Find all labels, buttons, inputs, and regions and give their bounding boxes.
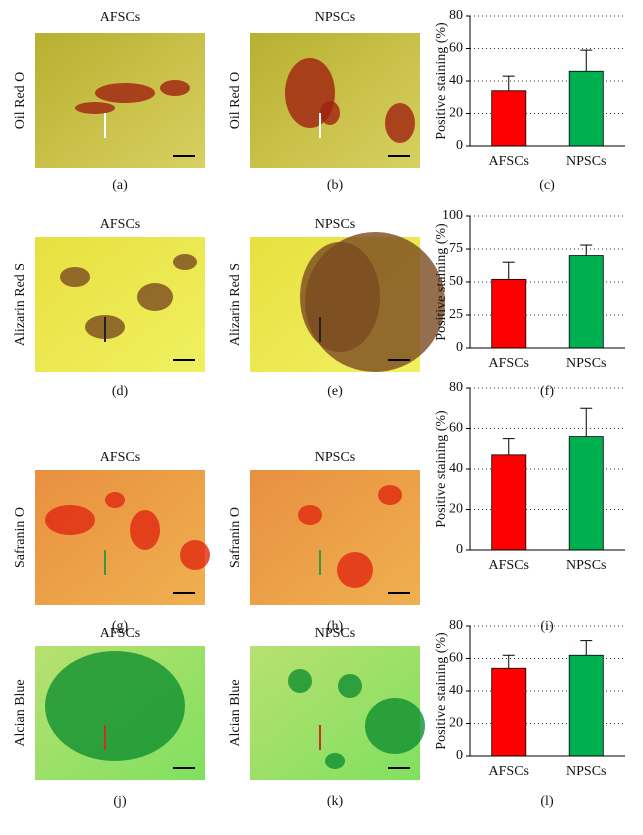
stain-blob bbox=[337, 552, 373, 588]
image-title: NPSCs bbox=[315, 10, 355, 25]
x-tick-label: AFSCs bbox=[489, 356, 529, 371]
y-tick-label: 0 bbox=[456, 748, 463, 763]
stain-label: Oil Red O bbox=[228, 72, 243, 130]
stain-blob bbox=[75, 102, 115, 114]
image-title: NPSCs bbox=[315, 217, 355, 232]
panel-label: (b) bbox=[327, 178, 344, 193]
stain-blob bbox=[45, 505, 95, 535]
stain-blob bbox=[60, 267, 90, 287]
y-tick-label: 100 bbox=[442, 208, 463, 223]
bar bbox=[568, 436, 604, 551]
stain-label: Alizarin Red S bbox=[13, 263, 28, 346]
stain-blob bbox=[378, 485, 402, 505]
panel-label: (k) bbox=[327, 794, 344, 809]
panel-label: (g) bbox=[112, 619, 129, 634]
stain-blob bbox=[365, 698, 425, 754]
y-tick-label: 40 bbox=[449, 461, 463, 476]
image-title: AFSCs bbox=[100, 10, 140, 25]
y-tick-label: 50 bbox=[449, 274, 463, 289]
stain-blob bbox=[180, 540, 210, 570]
image-title: AFSCs bbox=[100, 450, 140, 465]
y-tick-label: 40 bbox=[449, 73, 463, 88]
y-tick-label: 25 bbox=[449, 307, 463, 322]
stain-label: Safranin O bbox=[13, 507, 28, 568]
x-tick-label: NPSCs bbox=[566, 356, 606, 371]
stain-label: Alcian Blue bbox=[13, 679, 28, 746]
y-tick-label: 20 bbox=[449, 106, 463, 121]
stain-blob bbox=[300, 242, 380, 352]
bar bbox=[491, 90, 527, 147]
y-tick-label: 60 bbox=[449, 41, 463, 56]
y-tick-label: 0 bbox=[456, 340, 463, 355]
stain-label: Alizarin Red S bbox=[228, 263, 243, 346]
stain-blob bbox=[298, 505, 322, 525]
x-tick-label: NPSCs bbox=[566, 558, 606, 573]
panel-label: (a) bbox=[112, 178, 128, 193]
y-axis-label: Positive staining (%) bbox=[434, 22, 449, 140]
stain-blob bbox=[320, 101, 340, 125]
panel-label: (c) bbox=[539, 178, 555, 193]
stain-label: Safranin O bbox=[228, 507, 243, 568]
bar bbox=[568, 255, 604, 349]
stain-blob bbox=[325, 753, 345, 769]
x-tick-label: AFSCs bbox=[489, 764, 529, 779]
panel-label: (h) bbox=[327, 619, 344, 634]
x-tick-label: NPSCs bbox=[566, 764, 606, 779]
y-tick-label: 0 bbox=[456, 542, 463, 557]
y-tick-label: 20 bbox=[449, 502, 463, 517]
stain-blob bbox=[130, 510, 160, 550]
x-tick-label: NPSCs bbox=[566, 154, 606, 169]
stain-blob bbox=[45, 651, 185, 761]
y-tick-label: 80 bbox=[449, 618, 463, 633]
image-title: AFSCs bbox=[100, 626, 140, 641]
micrograph bbox=[250, 33, 420, 168]
stain-blob bbox=[385, 103, 415, 143]
panel-label: (i) bbox=[540, 619, 554, 634]
stain-blob bbox=[160, 80, 190, 96]
panel-label: (e) bbox=[327, 384, 343, 399]
y-tick-label: 20 bbox=[449, 716, 463, 731]
y-tick-label: 60 bbox=[449, 421, 463, 436]
stain-blob bbox=[137, 283, 173, 311]
image-title: NPSCs bbox=[315, 626, 355, 641]
image-title: NPSCs bbox=[315, 450, 355, 465]
micrograph bbox=[35, 470, 205, 605]
y-tick-label: 80 bbox=[449, 8, 463, 23]
stain-label: Oil Red O bbox=[13, 72, 28, 130]
stain-label: Alcian Blue bbox=[228, 679, 243, 746]
y-tick-label: 0 bbox=[456, 138, 463, 153]
y-axis-label: Positive staining (%) bbox=[434, 223, 449, 341]
bar bbox=[491, 454, 527, 551]
panel-label: (j) bbox=[113, 794, 127, 809]
stain-blob bbox=[338, 674, 362, 698]
y-tick-label: 80 bbox=[449, 380, 463, 395]
panel-label: (l) bbox=[540, 794, 554, 809]
x-tick-label: AFSCs bbox=[489, 154, 529, 169]
y-tick-label: 75 bbox=[449, 241, 463, 256]
panel-label: (d) bbox=[112, 384, 129, 399]
bar bbox=[568, 654, 604, 757]
y-tick-label: 60 bbox=[449, 651, 463, 666]
bar bbox=[568, 70, 604, 147]
y-tick-label: 40 bbox=[449, 683, 463, 698]
stain-blob bbox=[95, 83, 155, 103]
bar bbox=[491, 667, 527, 757]
stain-blob bbox=[173, 254, 197, 270]
stain-blob bbox=[288, 669, 312, 693]
panel-label: (f) bbox=[540, 384, 554, 399]
image-title: AFSCs bbox=[100, 217, 140, 232]
stain-blob bbox=[105, 492, 125, 508]
x-tick-label: AFSCs bbox=[489, 558, 529, 573]
y-axis-label: Positive staining (%) bbox=[434, 632, 449, 750]
y-axis-label: Positive staining (%) bbox=[434, 410, 449, 528]
bar bbox=[491, 278, 527, 349]
